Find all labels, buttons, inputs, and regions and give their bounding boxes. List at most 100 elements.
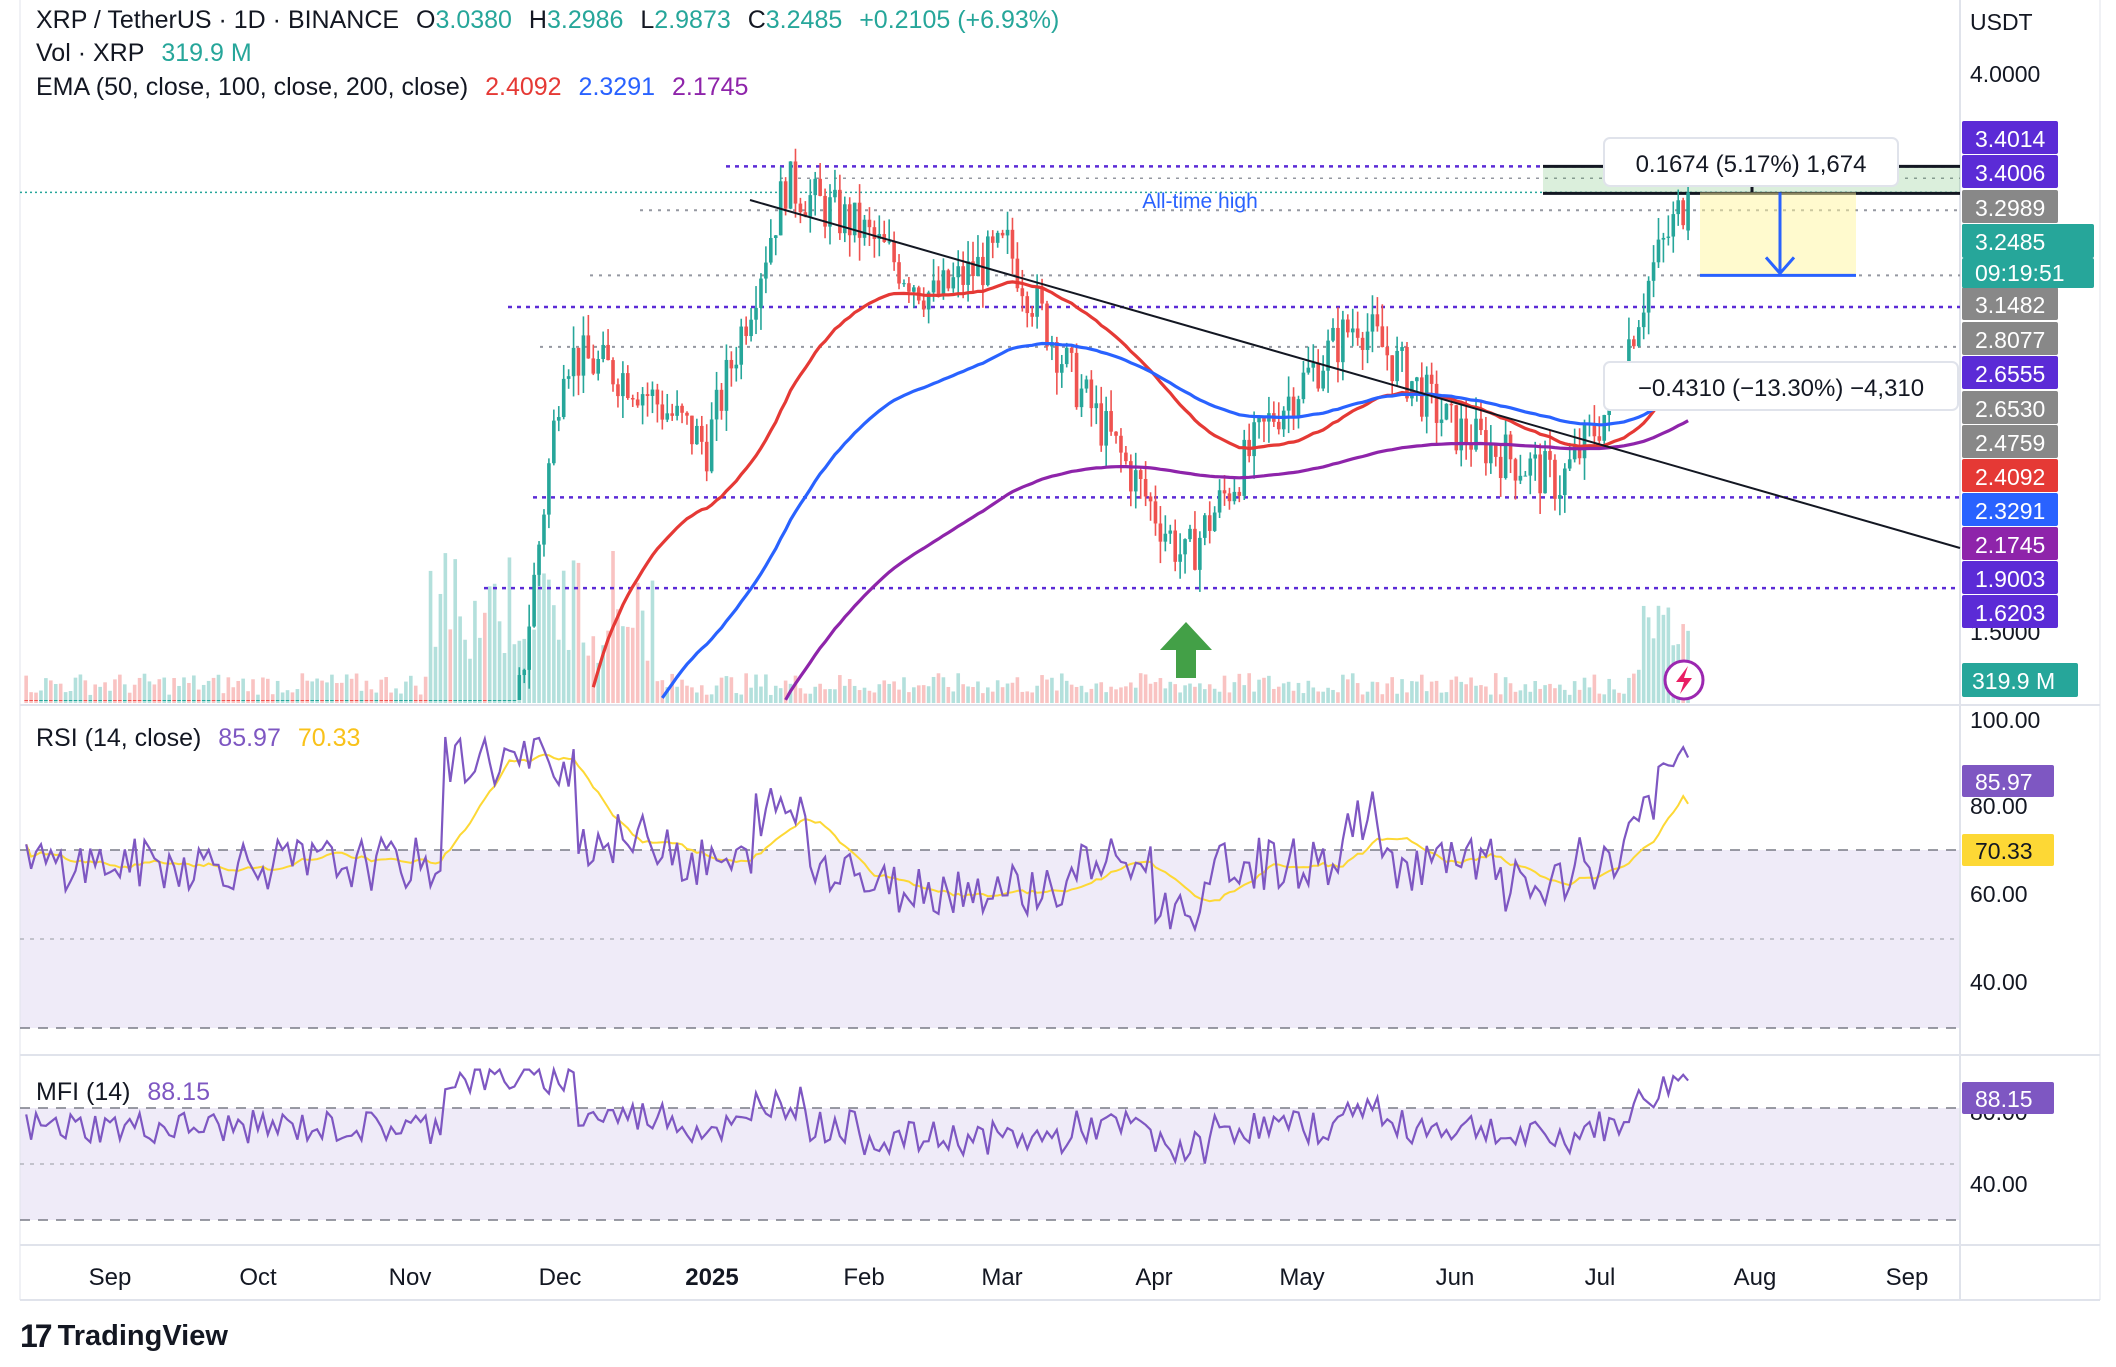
- time-axis[interactable]: Sep Oct Nov Dec 2025 Feb Mar Apr May Jun Jul Aug Sep: [89, 1264, 1929, 1291]
- candle-body: [596, 359, 601, 374]
- volume-bar: [1252, 691, 1256, 703]
- volume-label[interactable]: Vol · XRP: [36, 39, 145, 67]
- candle-body: [1572, 446, 1577, 460]
- tradingview-logo[interactable]: 17 TradingView: [20, 1318, 228, 1355]
- volume-bar: [339, 682, 344, 703]
- rsi-label[interactable]: RSI (14, close): [36, 724, 202, 752]
- candle-body: [93, 700, 98, 701]
- rsi-lines: [25, 734, 1690, 933]
- candle-body: [113, 700, 117, 701]
- candle-body: [1138, 470, 1143, 480]
- candle-body: [167, 700, 171, 701]
- volume-bar: [295, 689, 300, 703]
- volume-bar: [1074, 686, 1079, 703]
- volume-bar: [39, 690, 43, 703]
- candle-body: [177, 700, 181, 701]
- rsi-tick: 100.00: [1970, 707, 2040, 733]
- volume-bar: [58, 683, 63, 703]
- candle-body: [946, 270, 951, 289]
- candle-body: [231, 700, 236, 701]
- volume-bar: [946, 686, 951, 703]
- candle-body: [1355, 328, 1360, 338]
- ema200-line: [784, 419, 1689, 701]
- lightning-icon[interactable]: [1663, 659, 1705, 701]
- volume-bar: [1548, 683, 1552, 703]
- candle-body: [828, 197, 832, 227]
- candle-body: [808, 195, 813, 217]
- candle-body: [226, 700, 231, 701]
- candle-body: [1069, 347, 1074, 353]
- candle-body: [182, 700, 186, 701]
- volume-bar: [882, 680, 887, 703]
- volume-bar: [497, 621, 502, 703]
- candle-body: [1143, 479, 1148, 497]
- rsi-tick: 40.00: [1970, 969, 2028, 995]
- volume-bar: [833, 689, 837, 703]
- candle-body: [1331, 327, 1335, 341]
- candle-body: [517, 675, 522, 700]
- candle-body: [83, 700, 88, 701]
- volume-bar: [897, 689, 901, 703]
- brand-name: TradingView: [57, 1320, 228, 1352]
- countdown-badge: [1962, 258, 2094, 288]
- measure-down-zone: [1700, 192, 1856, 276]
- volume-bar: [374, 692, 379, 703]
- volume-bar: [640, 610, 645, 703]
- candle-body: [1099, 403, 1104, 446]
- volume-bar: [650, 580, 655, 703]
- ema-label[interactable]: EMA (50, close, 100, close, 200, close): [36, 73, 469, 101]
- candle-body: [1405, 347, 1409, 399]
- candle-body: [1336, 327, 1340, 363]
- candle-body: [1055, 342, 1059, 373]
- volume-bar: [532, 629, 536, 703]
- volume-bar: [1592, 674, 1597, 703]
- candle-body: [1104, 411, 1108, 446]
- volume-bar: [1207, 684, 1212, 703]
- price-badge-label: 2.3291: [1975, 498, 2045, 524]
- last-price-label: 3.2485: [1975, 229, 2045, 255]
- time-tick: Jul: [1585, 1264, 1616, 1291]
- volume-bar: [359, 690, 364, 703]
- symbol-title[interactable]: XRP / TetherUS · 1D · BINANCE: [36, 6, 400, 34]
- candle-body: [1380, 326, 1385, 348]
- candle-body: [769, 238, 773, 263]
- candle-body: [127, 700, 132, 701]
- volume-bar: [103, 682, 107, 703]
- volume-bar: [502, 653, 507, 703]
- candle-body: [552, 420, 556, 464]
- volume-bar: [300, 673, 305, 703]
- candle-body: [872, 227, 877, 239]
- volume-bar: [537, 548, 541, 703]
- volume-bar: [1582, 677, 1587, 703]
- rsi-line: [25, 734, 1690, 933]
- mfi-label[interactable]: MFI (14): [36, 1078, 131, 1106]
- candle-body: [1454, 405, 1459, 451]
- candle-body: [926, 292, 931, 310]
- candle-body: [724, 359, 729, 411]
- price-badge: [1962, 287, 2058, 320]
- volume-bar: [1178, 692, 1182, 703]
- candle-body: [1523, 475, 1528, 477]
- volume-bar: [256, 694, 260, 703]
- volume-bar: [1641, 605, 1646, 703]
- volume-bar: [995, 680, 1000, 703]
- candle-body: [1153, 501, 1158, 524]
- volume-bar: [132, 684, 137, 703]
- candle-body: [1439, 419, 1444, 423]
- volume-bar: [1415, 681, 1419, 703]
- volume-bar: [1232, 682, 1237, 703]
- candle-body: [1449, 403, 1454, 406]
- volume-bar: [152, 684, 157, 703]
- descending-trendline[interactable]: [749, 199, 1961, 549]
- volume-bar: [404, 681, 408, 703]
- candle-body: [137, 700, 142, 701]
- price-axis[interactable]: USDT4.00001.50003.40143.40063.29893.2485…: [1962, 9, 2094, 1197]
- candle-body: [1636, 327, 1641, 347]
- volume-bar: [576, 562, 581, 703]
- volume-bar: [113, 679, 117, 703]
- volume-bar: [818, 683, 822, 703]
- candle-body: [1503, 434, 1508, 479]
- volume-bar: [1464, 684, 1468, 703]
- candle-body: [1311, 362, 1316, 368]
